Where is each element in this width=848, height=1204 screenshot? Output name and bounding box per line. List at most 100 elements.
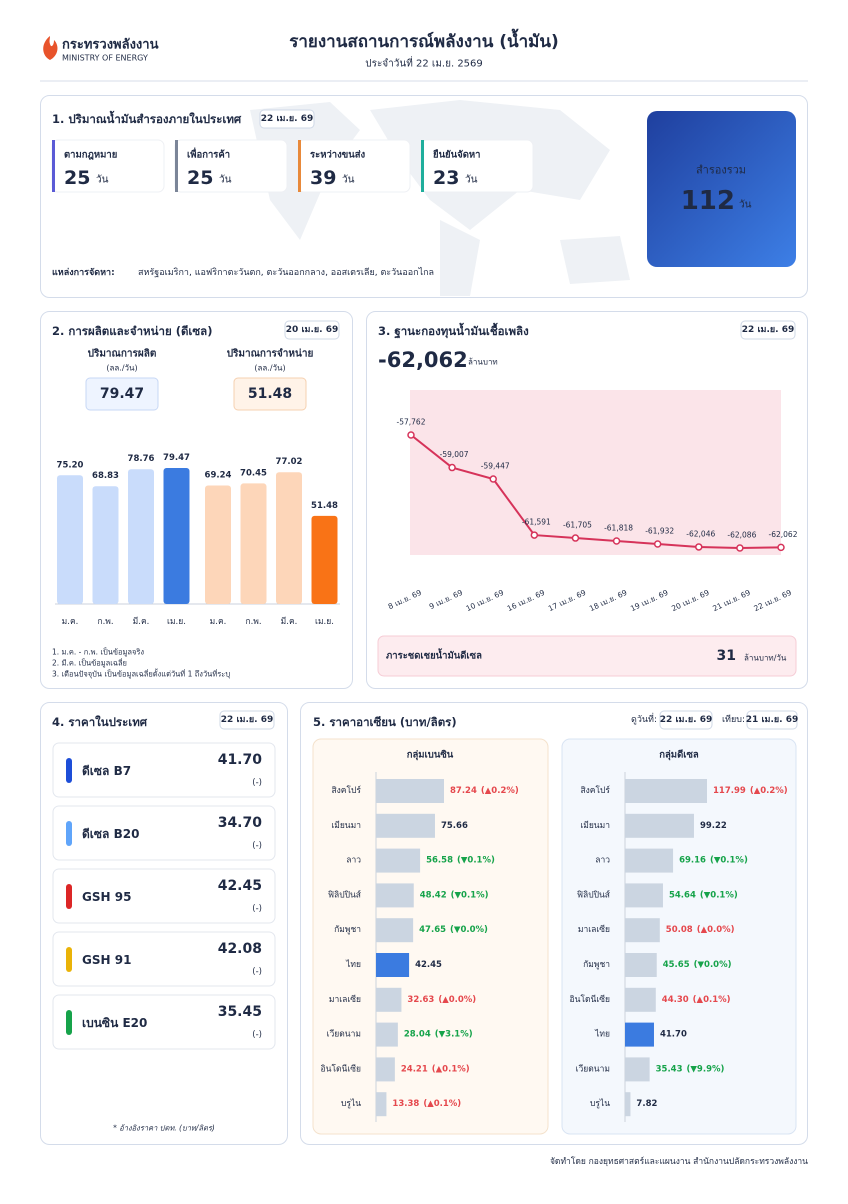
- date-pill: [219, 710, 275, 730]
- bar: [625, 1092, 631, 1117]
- bar-label: 28.04 (▼3.1%): [404, 1030, 473, 1040]
- reserve-label: ยืนยันจัดหา: [433, 149, 481, 161]
- country-label: ไทย: [345, 959, 361, 970]
- value-label: 13.38: [392, 1099, 419, 1109]
- point-label: -62,062: [769, 530, 798, 539]
- point-label: -59,007: [440, 450, 469, 459]
- fuel-color: [66, 947, 72, 972]
- fuel-name: GSH 91: [82, 953, 131, 967]
- bar: [240, 483, 267, 604]
- point-label: -57,762: [397, 418, 426, 427]
- value-label: 24.21: [401, 1064, 428, 1074]
- reserve-label: ระหว่างขนส่ง: [310, 150, 366, 161]
- bar: [276, 472, 302, 604]
- section-title: 5. ราคาอาเซียน (บาท/ลิตร): [313, 715, 457, 729]
- bar: [625, 779, 707, 803]
- report-subtitle: ประจำวันที่ 22 เม.ย. 2569: [365, 56, 483, 70]
- reserve-value: 39: [310, 167, 336, 189]
- bar: [376, 883, 414, 908]
- logo-thai: กระทรวงพลังงาน: [62, 38, 159, 53]
- reserve-unit: วัน: [219, 175, 232, 186]
- summary-value: 51.48: [248, 386, 292, 402]
- bar: [376, 987, 402, 1012]
- point-label: -61,705: [563, 521, 592, 530]
- bar-label: 13.38 (▲0.1%): [392, 1099, 461, 1109]
- fuel-price: 41.70: [218, 752, 263, 768]
- bar-label: 24.21 (▲0.1%): [401, 1064, 470, 1074]
- total-unit: วัน: [739, 200, 752, 211]
- logo-icon: [43, 36, 58, 60]
- bar: [376, 848, 421, 873]
- x-tick-label: ก.พ.: [97, 617, 113, 627]
- value-label: 47.65: [419, 925, 446, 935]
- subsidy-box: [377, 635, 797, 677]
- value-label: 69.16: [679, 856, 706, 866]
- bar-label: 54.64 (▼0.1%): [669, 890, 738, 900]
- fund-area: [410, 390, 781, 555]
- fuel-name: ดีเซล B20: [82, 827, 139, 841]
- card-accent: [421, 140, 424, 192]
- date-text: 22 เม.ย. 69: [660, 715, 712, 725]
- reserve-label: ตามกฎหมาย: [64, 150, 117, 161]
- bar-label: 42.45: [415, 960, 442, 970]
- fuel-color: [66, 1010, 72, 1035]
- fund-point: [736, 544, 744, 552]
- reserve-value: 23: [433, 167, 459, 189]
- country-label: ฟิลิปปินส์: [577, 889, 611, 900]
- country-label: มาเลเซีย: [578, 924, 610, 935]
- fuel-color: [66, 758, 72, 783]
- change-label: (▼0.1%): [700, 890, 738, 900]
- bar-value-label: 68.83: [92, 471, 119, 481]
- date-text: 22 เม.ย. 69: [221, 715, 273, 725]
- country-label: อินโดนีเซีย: [321, 1063, 361, 1074]
- fuel-name: เบนซิน E20: [82, 1016, 147, 1030]
- fund-point: [489, 475, 497, 483]
- country-label: สิงคโปร์: [331, 785, 361, 796]
- bar-value-label: 77.02: [276, 457, 303, 467]
- bar: [376, 918, 414, 943]
- compare-label: เทียบ:: [722, 714, 745, 725]
- fuel-price: 35.45: [218, 1004, 262, 1020]
- section-title: 2. การผลิตและจำหน่าย (ดีเซล): [52, 324, 212, 338]
- total-value: 112: [681, 186, 735, 216]
- bar: [376, 779, 444, 803]
- country-label: อินโดนีเซีย: [570, 994, 610, 1005]
- fuel-price: 34.70: [218, 815, 263, 831]
- reserve-unit: วัน: [342, 175, 355, 186]
- bar-value-label: 79.47: [163, 453, 190, 463]
- change-label: (▲0.1%): [423, 1099, 461, 1109]
- fuel-change: (-): [252, 967, 262, 977]
- change-label: (▼9.9%): [687, 1064, 725, 1074]
- value-label: 117.99: [713, 786, 746, 796]
- value-label: 99.22: [700, 821, 727, 831]
- bar: [625, 953, 657, 977]
- price-note: * อ้างอิงราคา ปตท. (บาท/ลิตร): [113, 1124, 215, 1133]
- summary-box: [85, 377, 159, 411]
- bar-value-label: 70.45: [240, 468, 267, 478]
- country-label: กัมพูชา: [583, 960, 610, 970]
- bar: [625, 813, 694, 838]
- date-pill: [746, 710, 798, 730]
- benzine-group: [312, 738, 549, 1135]
- total-label: สำรองรวม: [696, 164, 746, 177]
- fuel-color: [66, 821, 72, 846]
- bar: [625, 987, 656, 1012]
- group-title: กลุ่มดีเซล: [659, 749, 699, 761]
- summary-unit: (ลล./วัน): [254, 364, 285, 373]
- bar: [376, 1057, 395, 1082]
- fuel-change: (-): [252, 904, 262, 914]
- bar: [205, 485, 231, 604]
- bar: [376, 1092, 387, 1117]
- bar-label: 75.66: [441, 821, 468, 831]
- section-title: 1. ปริมาณน้ำมันสำรองภายในประเทศ: [52, 110, 242, 126]
- section-title: 4. ราคาในประเทศ: [52, 715, 148, 729]
- price-card: [52, 931, 276, 987]
- bar-label: 47.65 (▼0.0%): [419, 925, 488, 935]
- bar-value-label: 69.24: [205, 471, 232, 481]
- note: 1. ม.ค. - ก.พ. เป็นข้อมูลจริง: [52, 647, 144, 657]
- country-label: ไทย: [594, 1029, 610, 1040]
- fuel-change: (-): [252, 1030, 262, 1040]
- change-label: (▼0.0%): [694, 960, 732, 970]
